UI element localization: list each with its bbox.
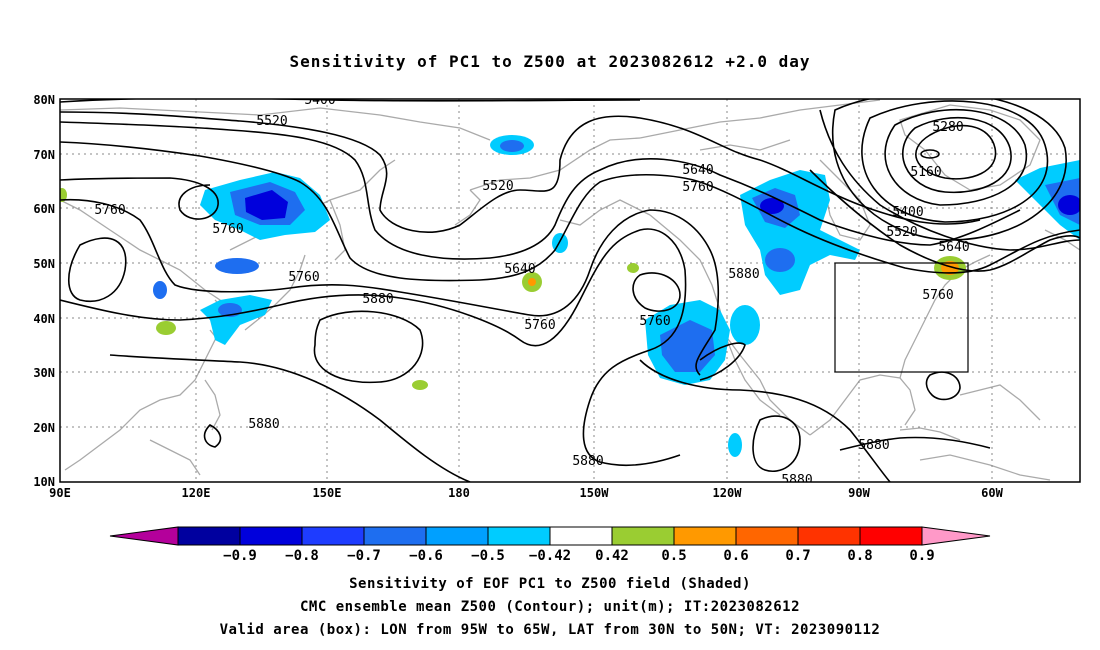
contour-label: 5760	[639, 314, 670, 329]
shade-blob	[765, 248, 795, 272]
shade-blob	[215, 258, 259, 274]
contour-label: 5760	[524, 318, 555, 333]
lat-label: 60N	[33, 202, 55, 216]
colorbar-box	[301, 526, 365, 546]
shade-blob	[200, 295, 272, 345]
contour-label: 5280	[932, 120, 963, 135]
contour-label: 5640	[938, 240, 969, 255]
lon-label: 150E	[313, 486, 342, 500]
colorbar-high-triangle	[921, 526, 991, 546]
contour-label: 5400	[304, 93, 335, 108]
caption-line-3: Valid area (box): LON from 95W to 65W, L…	[220, 622, 881, 638]
lat-axis: 80N 70N 60N 50N 40N 30N 20N 10N	[33, 93, 55, 489]
figure-title: Sensitivity of PC1 to Z500 at 2023082612…	[289, 52, 810, 71]
lat-label: 30N	[33, 366, 55, 380]
shade-blob	[760, 198, 784, 214]
colorbar-box	[363, 526, 427, 546]
caption-line-1: Sensitivity of EOF PC1 to Z500 field (Sh…	[349, 576, 751, 592]
contour-label: 5880	[248, 417, 279, 432]
colorbar-box	[735, 526, 799, 546]
contour-label: 5880	[781, 473, 812, 488]
contour-label: 5760	[94, 203, 125, 218]
contour-label: 5760	[682, 180, 713, 195]
lon-label: 90W	[848, 486, 870, 500]
colorbar-label: −0.8	[285, 548, 319, 564]
colorbar-box	[177, 526, 241, 546]
lat-label: 40N	[33, 312, 55, 326]
shade-blob	[60, 188, 67, 202]
contour-label: 5520	[482, 179, 513, 194]
lon-label: 90E	[49, 486, 71, 500]
contour-label: 5880	[572, 454, 603, 469]
lat-label: 10N	[33, 475, 55, 489]
shade-blob	[1015, 160, 1080, 240]
map-panel: 5400 5520 5280 5160 5640 5760 5760 5520 …	[60, 93, 1080, 488]
contour-label: 5760	[922, 288, 953, 303]
lat-label: 20N	[33, 421, 55, 435]
shade-blob	[156, 321, 176, 335]
colorbar-label: 0.8	[847, 548, 872, 564]
colorbar-label: −0.9	[223, 548, 257, 564]
z500-contours	[60, 99, 1080, 482]
colorbar-label: −0.6	[409, 548, 443, 564]
colorbar-label: 0.6	[723, 548, 748, 564]
lon-label: 60W	[981, 486, 1003, 500]
contour-label: 5640	[682, 163, 713, 178]
shade-blob	[627, 263, 639, 273]
contour-label: 5880	[362, 292, 393, 307]
shade-blob	[245, 190, 288, 220]
shade-blob	[730, 305, 760, 345]
colorbar-box	[859, 526, 923, 546]
shade-blob	[1058, 195, 1080, 215]
colorbar-label: −0.42	[529, 548, 571, 564]
colorbar-box	[797, 526, 861, 546]
map-frame	[59, 98, 1081, 483]
lat-label: 50N	[33, 257, 55, 271]
colorbar-label: 0.42	[595, 548, 629, 564]
shade-blob	[728, 433, 742, 457]
contour-label: 5880	[728, 267, 759, 282]
contour-label: 5760	[288, 270, 319, 285]
contour-label: 5520	[886, 225, 917, 240]
contour-label: 5640	[504, 262, 535, 277]
colorbar-label: −0.7	[347, 548, 381, 564]
colorbar-box	[425, 526, 489, 546]
lat-label: 80N	[33, 93, 55, 107]
contour-label: 5520	[256, 114, 287, 129]
colorbar-box	[549, 526, 613, 546]
lat-label: 70N	[33, 148, 55, 162]
caption-line-2: CMC ensemble mean Z500 (Contour); unit(m…	[300, 599, 800, 615]
lon-label: 120E	[182, 486, 211, 500]
shade-blob	[412, 380, 428, 390]
colorbar-label: 0.7	[785, 548, 810, 564]
colorbar: −0.9 −0.8 −0.7 −0.6 −0.5 −0.42 0.42 0.5 0.6 0.7 0.…	[109, 526, 991, 564]
shade-blob	[153, 281, 167, 299]
colorbar-label: 0.5	[661, 548, 686, 564]
contour-labels: 5400 5520 5280 5160 5640 5760 5760 5520 …	[94, 93, 969, 488]
valid-area-box	[834, 262, 969, 373]
lon-label: 180	[448, 486, 470, 500]
colorbar-box	[611, 526, 675, 546]
sensitivity-shading	[60, 135, 1080, 457]
shade-blob	[500, 140, 524, 152]
colorbar-low-triangle	[109, 526, 179, 546]
contour-label: 5880	[858, 438, 889, 453]
colorbar-box	[487, 526, 551, 546]
contour-label: 5760	[212, 222, 243, 237]
colorbar-label: 0.9	[909, 548, 934, 564]
colorbar-box	[239, 526, 303, 546]
shade-blob	[528, 278, 536, 286]
colorbar-box	[673, 526, 737, 546]
lon-axis: 90E 120E 150E 180 150W 120W 90W 60W	[49, 486, 1003, 500]
contour-label: 5400	[892, 205, 923, 220]
colorbar-label: −0.5	[471, 548, 505, 564]
lon-label: 150W	[580, 486, 610, 500]
lon-label: 120W	[713, 486, 743, 500]
contour-label: 5160	[910, 165, 941, 180]
